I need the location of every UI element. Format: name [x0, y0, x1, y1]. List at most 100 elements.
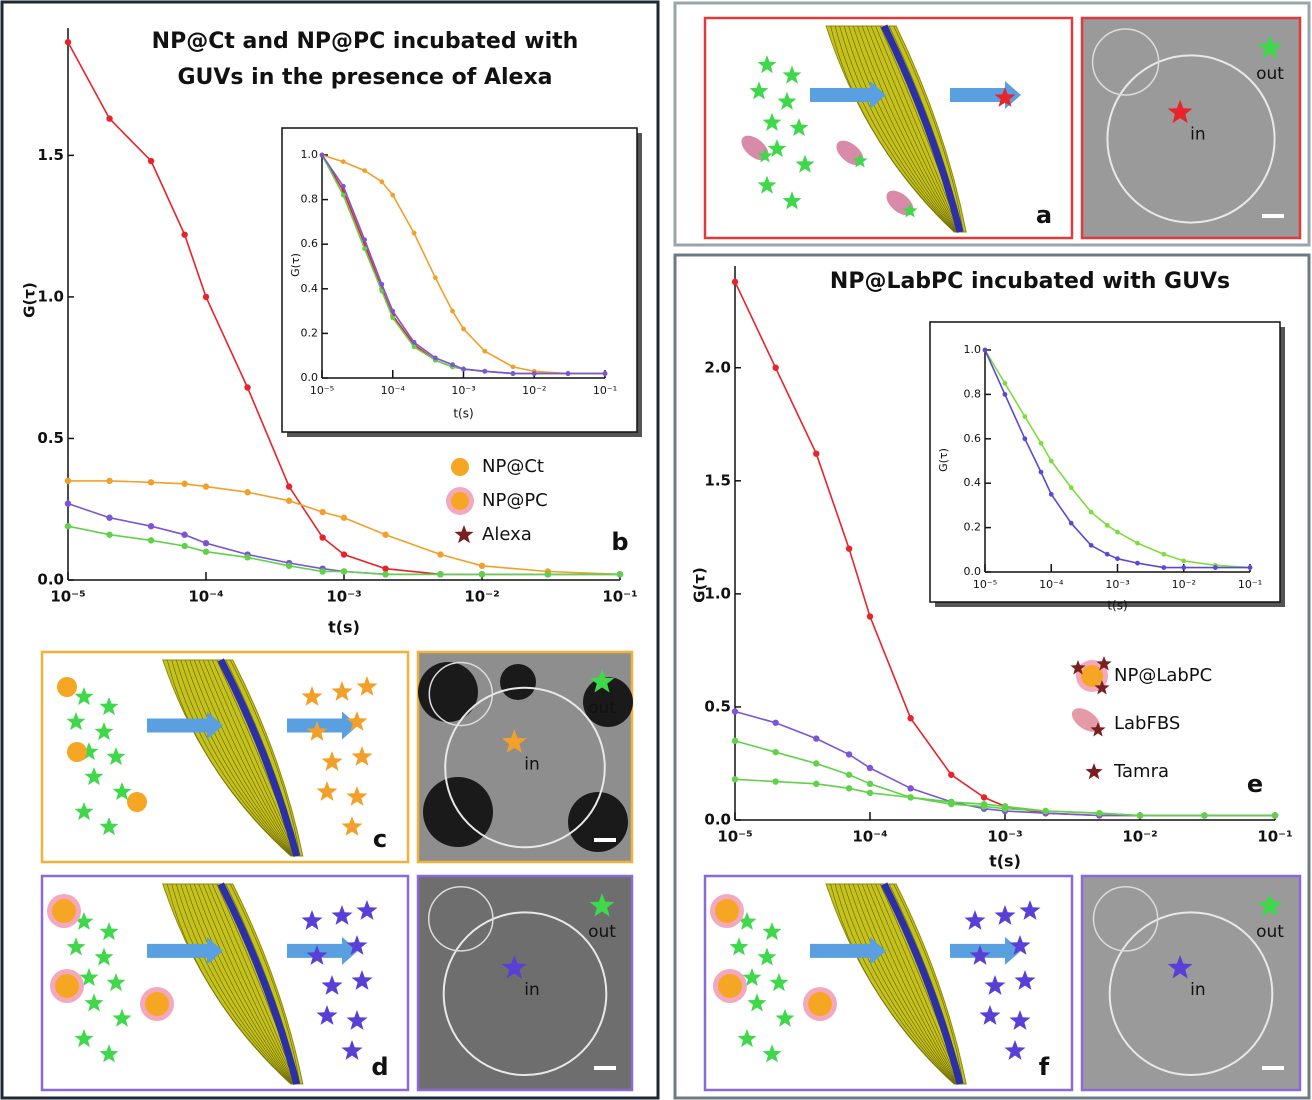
panel-label: a — [1036, 201, 1052, 229]
data-point — [479, 571, 485, 577]
data-point — [148, 158, 154, 164]
data-point — [203, 483, 209, 489]
data-point — [1181, 565, 1186, 570]
data-point — [437, 571, 443, 577]
data-point — [772, 720, 778, 726]
data-point — [1272, 812, 1278, 818]
data-point — [181, 231, 187, 237]
chart-title: NP@Ct and NP@PC incubated with — [152, 29, 579, 54]
data-point — [867, 765, 873, 771]
dark-region — [418, 662, 478, 722]
data-point — [813, 450, 819, 456]
y-tick-label: 0.0 — [37, 571, 64, 589]
nanoparticle — [57, 677, 77, 697]
data-point — [362, 168, 367, 173]
legend-icon — [1085, 763, 1102, 779]
data-point — [907, 785, 913, 791]
legend-label: Tamra — [1113, 761, 1169, 782]
data-point — [319, 534, 325, 540]
y-tick-label: 0.0 — [704, 811, 731, 829]
data-point — [1181, 559, 1186, 564]
data-point — [379, 282, 384, 287]
data-point — [148, 523, 154, 529]
data-point — [1201, 812, 1207, 818]
legend-icon — [451, 458, 469, 476]
data-point — [1213, 565, 1218, 570]
data-point — [341, 515, 347, 521]
data-point — [603, 371, 608, 376]
legend-icon — [451, 492, 469, 510]
data-point — [813, 760, 819, 766]
nanoparticle — [67, 742, 87, 762]
legend-icon — [455, 525, 474, 543]
data-point — [433, 356, 438, 361]
data-point — [732, 279, 738, 285]
data-point — [362, 246, 367, 251]
x-tick-label: 10⁻² — [464, 588, 499, 606]
panel-label: f — [1039, 1053, 1050, 1081]
x-tick-label: 10⁻⁴ — [381, 384, 406, 397]
data-point — [846, 772, 852, 778]
data-point — [461, 327, 466, 332]
data-point — [106, 115, 112, 121]
data-point — [390, 315, 395, 320]
x-tick-label: 10⁻⁵ — [717, 828, 752, 846]
inside-label: in — [1190, 980, 1206, 1000]
y-tick-label: 0.6 — [301, 237, 319, 250]
y-tick-label: 1.0 — [964, 343, 982, 356]
data-point — [846, 751, 852, 757]
data-point — [65, 523, 71, 529]
data-point — [450, 309, 455, 314]
data-point — [981, 794, 987, 800]
data-point — [106, 478, 112, 484]
chart: 0.00.20.40.60.81.010⁻⁵10⁻⁴10⁻³10⁻²10⁻¹t(… — [282, 128, 642, 437]
data-point — [1039, 470, 1044, 475]
data-point — [382, 565, 388, 571]
data-point — [1089, 543, 1094, 548]
y-tick-label: 0.4 — [964, 476, 982, 489]
outside-label: out — [588, 922, 616, 942]
data-point — [320, 153, 325, 158]
legend-label: NP@Ct — [482, 456, 544, 477]
figure: 0.00.51.01.510⁻⁵10⁻⁴10⁻³10⁻²10⁻¹t(s)G(τ)… — [0, 0, 1312, 1100]
data-point — [1069, 485, 1074, 490]
x-axis-label: t(s) — [453, 407, 473, 421]
data-point — [412, 340, 417, 345]
x-tick-label: 10⁻³ — [326, 588, 361, 606]
schematic-panel: ainout — [705, 18, 1300, 238]
data-point — [545, 571, 551, 577]
data-point — [948, 772, 954, 778]
data-point — [617, 571, 623, 577]
data-point — [390, 193, 395, 198]
x-tick-label: 10⁻³ — [987, 828, 1022, 846]
x-tick-label: 10⁻³ — [1105, 578, 1129, 591]
data-point — [362, 237, 367, 242]
data-point — [319, 568, 325, 574]
y-tick-label: 2.0 — [704, 358, 731, 376]
y-tick-label: 0.0 — [964, 565, 982, 578]
data-point — [772, 749, 778, 755]
outside-label: out — [588, 698, 616, 718]
legend-label: NP@LabPC — [1114, 665, 1212, 686]
schematic-panel: dinout — [42, 876, 632, 1090]
data-point — [1022, 414, 1027, 419]
data-point — [1248, 565, 1253, 570]
data-point — [382, 571, 388, 577]
data-point — [1161, 565, 1166, 570]
data-point — [732, 776, 738, 782]
legend-label: LabFBS — [1114, 713, 1180, 734]
y-tick-label: 1.5 — [37, 146, 64, 164]
panel-label: e — [1247, 770, 1263, 798]
nanoparticle — [55, 974, 79, 998]
nanoparticle — [718, 974, 742, 998]
data-point — [437, 551, 443, 557]
legend-icon — [1081, 665, 1103, 687]
y-tick-label: 0.2 — [301, 326, 319, 339]
data-point — [286, 563, 292, 569]
dark-region — [500, 664, 536, 700]
data-point — [772, 778, 778, 784]
data-point — [244, 489, 250, 495]
y-tick-label: 0.8 — [964, 387, 982, 400]
data-point — [948, 799, 954, 805]
